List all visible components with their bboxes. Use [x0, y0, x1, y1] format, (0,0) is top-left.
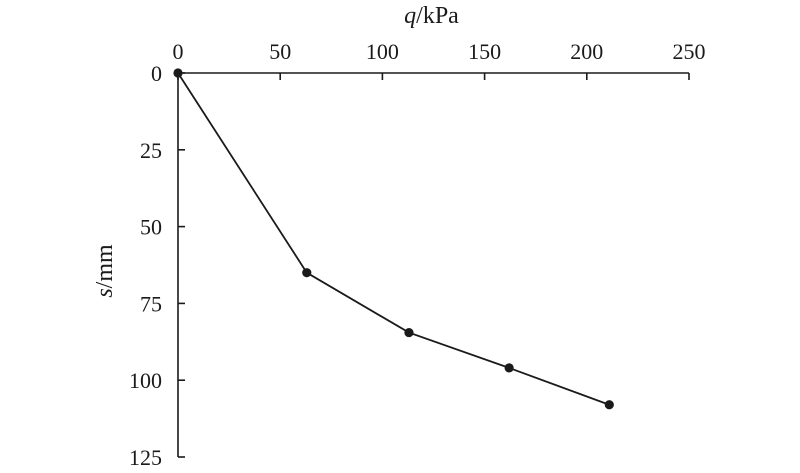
data-point	[504, 363, 514, 373]
x-tick-label: 100	[366, 39, 399, 64]
y-tick-label: 0	[151, 61, 162, 86]
y-axis-title: s/mm	[92, 244, 118, 298]
x-tick-label: 50	[269, 39, 291, 64]
x-tick-label: 150	[468, 39, 501, 64]
y-axis-var: s	[92, 288, 118, 297]
y-tick-label: 100	[129, 368, 162, 393]
y-tick-label: 25	[140, 138, 162, 163]
data-point	[302, 268, 312, 278]
data-point	[604, 400, 614, 410]
x-ticks: 0 50 100 150 200 250	[173, 39, 706, 80]
x-tick-label: 0	[173, 39, 184, 64]
plot-series	[173, 68, 614, 410]
x-axis-var: q	[404, 3, 416, 29]
y-tick-label: 50	[140, 215, 162, 240]
x-axis: 0 50 100 150 200 250 q/kPa	[173, 3, 706, 80]
y-tick-label: 125	[129, 445, 162, 470]
y-ticks: 0 25 50 75 100 125	[129, 61, 185, 470]
y-axis-unit: /mm	[92, 244, 118, 288]
x-tick-label: 250	[673, 39, 706, 64]
data-point	[173, 68, 183, 78]
x-axis-unit: /kPa	[416, 3, 459, 29]
y-axis: 0 25 50 75 100 125 s/mm	[92, 61, 185, 470]
x-tick-label: 200	[570, 39, 603, 64]
data-point	[404, 327, 414, 338]
series-line	[177, 72, 610, 406]
y-tick-label: 75	[140, 291, 162, 316]
x-axis-title: q/kPa	[404, 3, 459, 29]
